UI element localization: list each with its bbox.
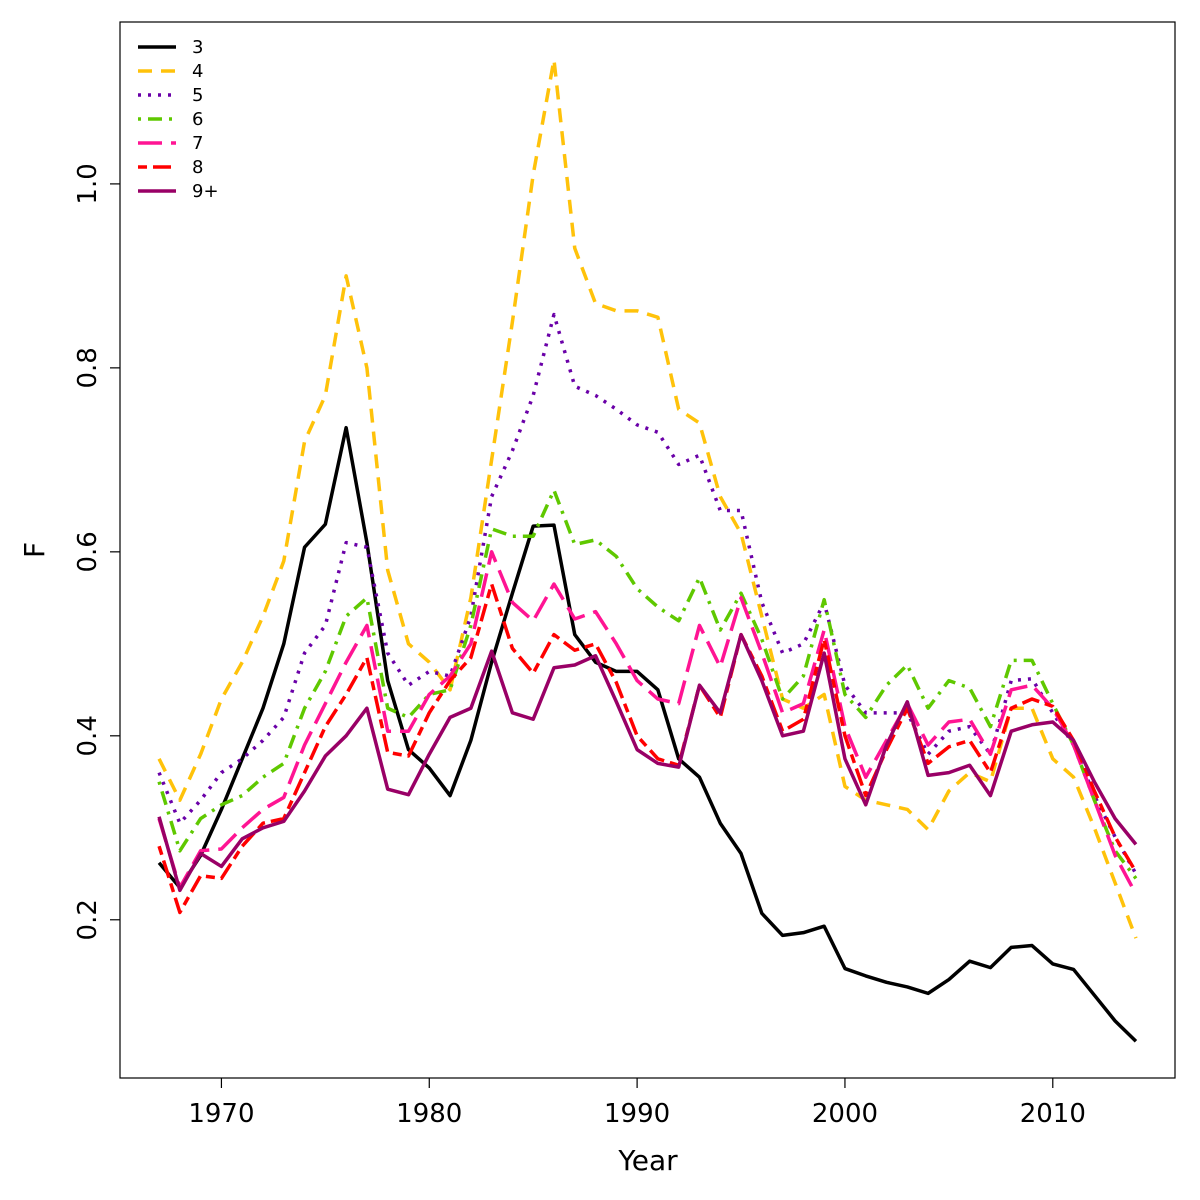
- y-tick-label: 0.6: [73, 531, 103, 572]
- x-tick-label: 1990: [604, 1099, 670, 1129]
- legend-label: 5: [192, 85, 203, 106]
- legend-label: 9+: [192, 181, 219, 202]
- series-line: [157, 425, 1138, 1043]
- series-line: [157, 312, 1138, 875]
- y-tick-label: 1.0: [73, 163, 103, 204]
- x-tick-label: 1980: [396, 1099, 462, 1129]
- x-tick-label: 1970: [188, 1099, 254, 1129]
- series-line: [157, 57, 1138, 939]
- legend-label: 4: [192, 61, 203, 82]
- legend-label: 7: [192, 133, 203, 154]
- series-line: [157, 632, 1138, 893]
- y-tick-label: 0.8: [73, 347, 103, 388]
- series-line: [157, 550, 1138, 895]
- series-line: [157, 488, 1138, 880]
- y-tick-label: 0.2: [73, 899, 103, 940]
- legend-label: 6: [192, 109, 203, 130]
- x-axis-label: Year: [617, 1144, 678, 1177]
- x-tick-label: 2000: [812, 1099, 878, 1129]
- legend-label: 8: [192, 157, 203, 178]
- plot-frame: [119, 21, 1176, 1079]
- legend-label: 3: [192, 37, 203, 58]
- series-line: [157, 582, 1138, 915]
- y-axis-label: F: [18, 542, 51, 558]
- x-tick-label: 2010: [1020, 1099, 1086, 1129]
- y-tick-label: 0.4: [73, 715, 103, 756]
